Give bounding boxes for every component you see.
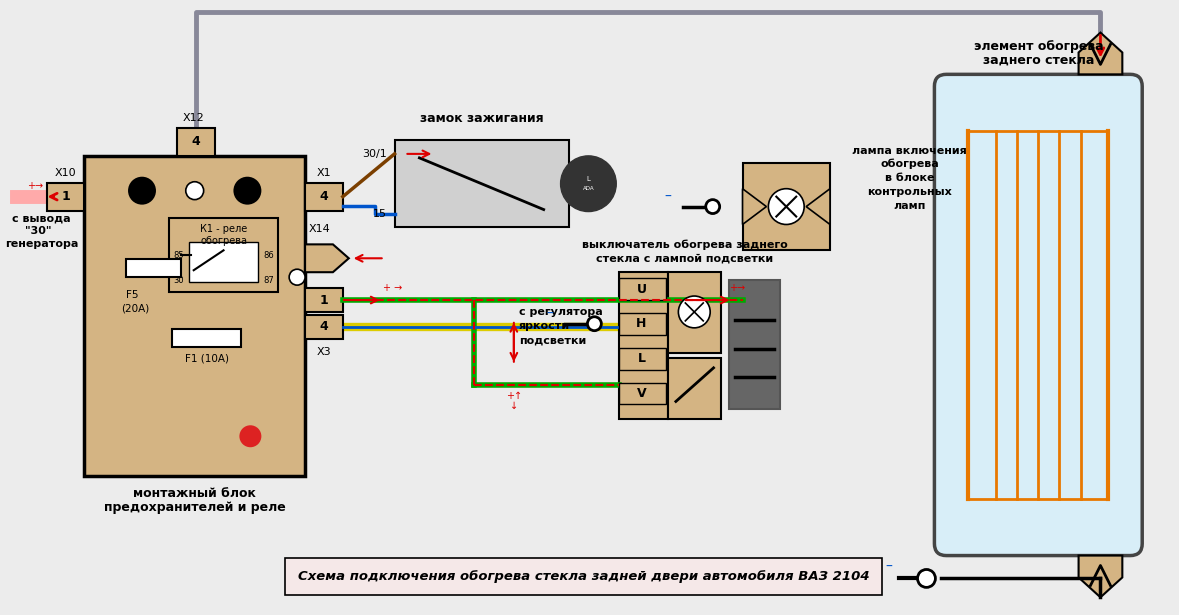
Circle shape xyxy=(678,296,710,328)
Text: –: – xyxy=(546,307,553,321)
Circle shape xyxy=(917,569,935,587)
Polygon shape xyxy=(1079,555,1122,597)
Text: лампа включения: лампа включения xyxy=(852,146,967,156)
Text: с вывода: с вывода xyxy=(12,213,71,223)
Text: H: H xyxy=(637,317,647,330)
Polygon shape xyxy=(1079,33,1122,74)
Text: Х12: Х12 xyxy=(183,113,205,123)
Bar xyxy=(668,357,720,419)
Bar xyxy=(126,260,180,277)
Text: Х3: Х3 xyxy=(317,347,331,357)
FancyBboxPatch shape xyxy=(935,74,1142,555)
Text: с регулятора: с регулятора xyxy=(519,308,602,317)
Text: яркости: яркости xyxy=(519,322,569,331)
Text: в блоке: в блоке xyxy=(884,173,934,183)
Text: предохранителей и реле: предохранителей и реле xyxy=(104,501,285,514)
Text: Схема подключения обогрева стекла задней двери автомобиля ВАЗ 2104: Схема подключения обогрева стекла задней… xyxy=(297,570,869,583)
Text: Х1: Х1 xyxy=(317,168,331,178)
Circle shape xyxy=(769,189,804,224)
Bar xyxy=(619,272,668,419)
Circle shape xyxy=(289,269,305,285)
Bar xyxy=(305,183,343,210)
Text: монтажный блок: монтажный блок xyxy=(133,488,256,501)
Bar xyxy=(177,128,215,156)
Bar xyxy=(285,558,882,595)
Text: стекла с лампой подсветки: стекла с лампой подсветки xyxy=(597,253,773,263)
Text: выключатель обогрева заднего: выключатель обогрева заднего xyxy=(582,239,788,250)
Text: обогрева: обогрева xyxy=(200,236,248,247)
Text: –: – xyxy=(665,189,671,204)
Text: 4: 4 xyxy=(191,135,200,148)
Text: 87: 87 xyxy=(263,276,274,285)
Text: 15: 15 xyxy=(373,208,387,218)
Text: контрольных: контрольных xyxy=(868,187,951,197)
Text: +↑: +↑ xyxy=(506,392,522,402)
Bar xyxy=(172,329,242,347)
Bar xyxy=(169,218,278,292)
Text: +→: +→ xyxy=(730,283,745,293)
Circle shape xyxy=(186,181,204,200)
Bar xyxy=(619,383,666,405)
Text: генератора: генератора xyxy=(5,239,78,249)
Text: 30: 30 xyxy=(173,276,184,285)
Text: элемент обогрева: элемент обогрева xyxy=(974,40,1104,53)
Text: L: L xyxy=(586,176,591,182)
Text: + →: + → xyxy=(383,283,402,293)
Text: V: V xyxy=(637,387,646,400)
Text: L: L xyxy=(638,352,646,365)
Polygon shape xyxy=(743,189,766,224)
Text: 85: 85 xyxy=(173,251,184,260)
Text: (20А): (20А) xyxy=(121,304,150,314)
Text: замок зажигания: замок зажигания xyxy=(420,111,544,125)
Text: F1 (10А): F1 (10А) xyxy=(185,354,229,363)
Bar xyxy=(189,242,258,282)
Circle shape xyxy=(241,426,261,446)
Circle shape xyxy=(129,178,154,204)
Circle shape xyxy=(706,200,719,213)
Bar xyxy=(729,280,780,410)
Bar xyxy=(85,156,305,476)
Circle shape xyxy=(235,178,261,204)
Text: F5: F5 xyxy=(126,290,139,300)
Bar xyxy=(619,347,666,370)
Bar xyxy=(395,140,568,228)
Bar xyxy=(46,183,85,210)
Text: заднего стекла: заднего стекла xyxy=(982,54,1094,67)
Circle shape xyxy=(587,317,601,331)
Text: U: U xyxy=(637,283,646,296)
Text: 4: 4 xyxy=(320,320,328,333)
Bar xyxy=(619,278,666,300)
Text: ↓: ↓ xyxy=(509,402,518,411)
Text: К1 - реле: К1 - реле xyxy=(200,224,248,234)
Bar xyxy=(668,272,720,353)
Text: "30": "30" xyxy=(26,226,52,236)
Text: 30/1: 30/1 xyxy=(362,149,387,159)
Polygon shape xyxy=(305,244,349,272)
Text: –: – xyxy=(885,560,893,574)
Bar xyxy=(305,288,343,312)
Text: 1: 1 xyxy=(61,190,70,203)
Bar xyxy=(619,313,666,335)
Circle shape xyxy=(560,156,617,212)
Text: +→: +→ xyxy=(27,181,42,191)
Text: ламп: ламп xyxy=(894,200,926,210)
Text: 86: 86 xyxy=(263,251,274,260)
Polygon shape xyxy=(806,189,830,224)
Text: Х14: Х14 xyxy=(309,224,331,234)
Bar xyxy=(305,315,343,339)
Text: 1: 1 xyxy=(320,293,328,306)
Bar xyxy=(743,163,830,250)
Text: обогрева: обогрева xyxy=(881,159,938,169)
Text: подсветки: подсветки xyxy=(519,335,586,345)
Text: Х10: Х10 xyxy=(54,168,77,178)
Text: 4: 4 xyxy=(320,190,328,203)
Text: ADA: ADA xyxy=(582,186,594,191)
